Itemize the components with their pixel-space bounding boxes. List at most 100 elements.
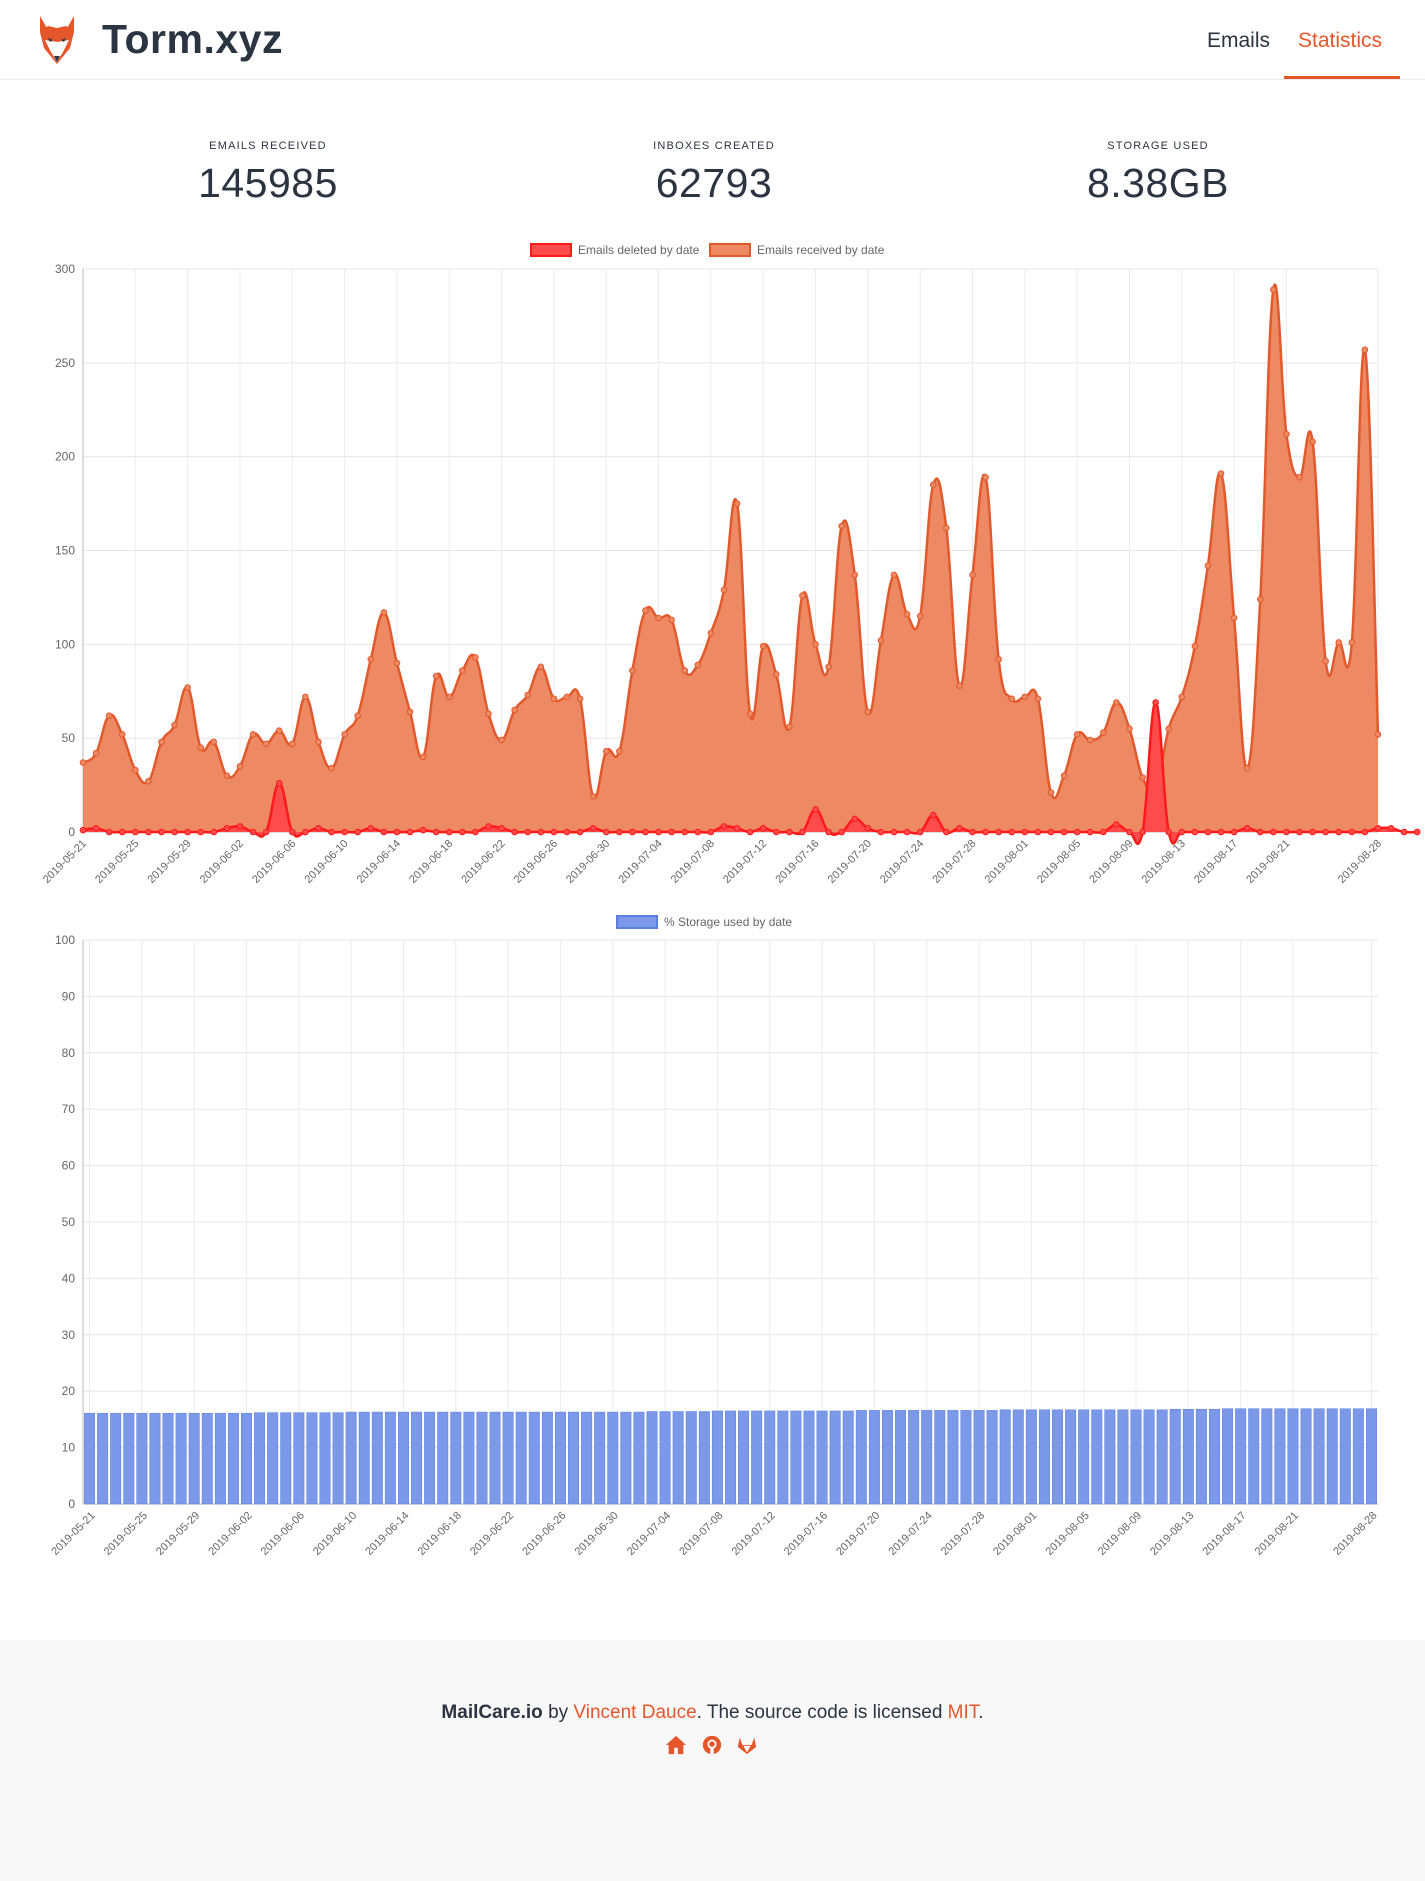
- received-point: [616, 748, 623, 755]
- footer: MailCare.io by Vincent Dauce. The source…: [0, 1640, 1425, 1881]
- nav-emails[interactable]: Emails: [1207, 29, 1271, 52]
- storage-bar: [868, 1410, 880, 1505]
- deleted-point: [262, 828, 270, 836]
- x-tick-label: 2019-07-28: [939, 1510, 987, 1558]
- storage-bar: [1222, 1408, 1234, 1505]
- legend-swatch-storage: [616, 915, 658, 929]
- received-point: [1322, 657, 1329, 665]
- storage-bar: [764, 1410, 776, 1505]
- github-icon[interactable]: [701, 1734, 723, 1756]
- deleted-point: [655, 828, 662, 836]
- storage-bar: [842, 1410, 854, 1505]
- received-point: [459, 667, 466, 674]
- deleted-point: [668, 828, 675, 836]
- received-point: [145, 778, 152, 785]
- storage-bar: [777, 1410, 789, 1505]
- x-tick-label: 2019-06-14: [355, 838, 403, 886]
- gitlab-icon[interactable]: [736, 1734, 758, 1756]
- storage-bar: [411, 1411, 423, 1505]
- y-tick-label: 50: [62, 1215, 76, 1229]
- x-tick-label: 2019-07-08: [669, 838, 717, 886]
- received-point: [92, 749, 100, 757]
- deleted-point: [1204, 828, 1212, 836]
- license-link[interactable]: MIT: [947, 1702, 979, 1723]
- deleted-point: [1296, 828, 1303, 836]
- navbar: Torm.xyz Emails Statistics: [0, 0, 1425, 80]
- deleted-point: [288, 828, 296, 836]
- author-link[interactable]: Vincent Dauce: [573, 1702, 697, 1723]
- brand-name[interactable]: Torm.xyz: [102, 16, 283, 62]
- x-tick-label: 2019-08-13: [1148, 1510, 1196, 1558]
- deleted-point: [249, 828, 257, 836]
- received-point: [341, 731, 348, 738]
- deleted-point: [877, 828, 885, 836]
- y-tick-label: 40: [62, 1271, 76, 1285]
- storage-bar: [751, 1410, 763, 1505]
- storage-bar: [620, 1411, 632, 1505]
- x-tick-label: 2019-07-24: [878, 838, 926, 886]
- y-tick-label: 50: [62, 731, 76, 745]
- stat-storage-used: STORAGE USED 8.38GB: [1008, 140, 1308, 207]
- x-tick-label: 2019-08-21: [1253, 1510, 1301, 1558]
- deleted-point: [550, 828, 558, 836]
- received-point: [105, 712, 113, 719]
- storage-bar: [1078, 1409, 1090, 1505]
- storage-bar: [1117, 1409, 1129, 1505]
- legend-swatch-deleted: [530, 243, 572, 257]
- deleted-point: [1217, 828, 1225, 836]
- x-tick-label: 2019-07-12: [721, 838, 769, 886]
- received-point: [485, 710, 492, 718]
- y-tick-label: 200: [55, 450, 75, 464]
- deleted-point: [197, 828, 205, 836]
- deleted-point: [629, 828, 636, 836]
- storage-bar: [1261, 1408, 1273, 1505]
- received-point: [943, 524, 950, 532]
- y-tick-label: 150: [55, 544, 75, 558]
- received-point: [890, 571, 898, 579]
- received-point: [563, 693, 571, 701]
- storage-bar: [541, 1411, 553, 1505]
- x-tick-label: 2019-05-21: [41, 838, 89, 886]
- storage-bar: [123, 1412, 135, 1505]
- storage-bar: [960, 1410, 972, 1505]
- storage-bar: [345, 1411, 357, 1505]
- deleted-point: [995, 828, 1002, 836]
- storage-bar: [1038, 1409, 1050, 1505]
- storage-bar: [188, 1412, 200, 1505]
- x-tick-label: 2019-07-16: [773, 838, 821, 886]
- storage-bar: [1169, 1408, 1181, 1505]
- storage-bar: [424, 1411, 436, 1505]
- received-point: [851, 571, 859, 579]
- deleted-point: [1165, 828, 1173, 836]
- storage-bar: [646, 1411, 658, 1505]
- footer-end: .: [978, 1702, 984, 1723]
- stat-inboxes-created: INBOXES CREATED 62793: [564, 140, 864, 207]
- deleted-point: [1152, 699, 1159, 706]
- received-point: [838, 522, 845, 530]
- deleted-point: [223, 824, 231, 832]
- deleted-point: [79, 826, 87, 834]
- storage-bar: [725, 1410, 736, 1505]
- deleted-point: [524, 828, 532, 836]
- stat-label: INBOXES CREATED: [653, 140, 775, 152]
- nav-statistics[interactable]: Statistics: [1298, 29, 1383, 52]
- storage-bar: [254, 1412, 266, 1505]
- deleted-point: [616, 828, 623, 836]
- storage-bar: [371, 1411, 383, 1505]
- deleted-point: [707, 828, 715, 836]
- storage-bar: [829, 1410, 841, 1505]
- storage-bar: [594, 1411, 606, 1505]
- storage-bar: [685, 1411, 697, 1505]
- home-icon[interactable]: [665, 1734, 687, 1756]
- x-tick-label: 2019-06-18: [416, 1510, 464, 1558]
- deleted-point: [799, 828, 806, 836]
- received-point: [969, 571, 976, 579]
- stat-label: EMAILS RECEIVED: [209, 140, 327, 152]
- storage-bar: [1274, 1408, 1286, 1505]
- x-tick-label: 2019-08-13: [1140, 838, 1188, 886]
- deleted-point: [118, 828, 126, 836]
- received-point: [249, 731, 257, 738]
- fox-logo[interactable]: [36, 12, 78, 68]
- x-tick-label: 2019-06-26: [520, 1510, 568, 1558]
